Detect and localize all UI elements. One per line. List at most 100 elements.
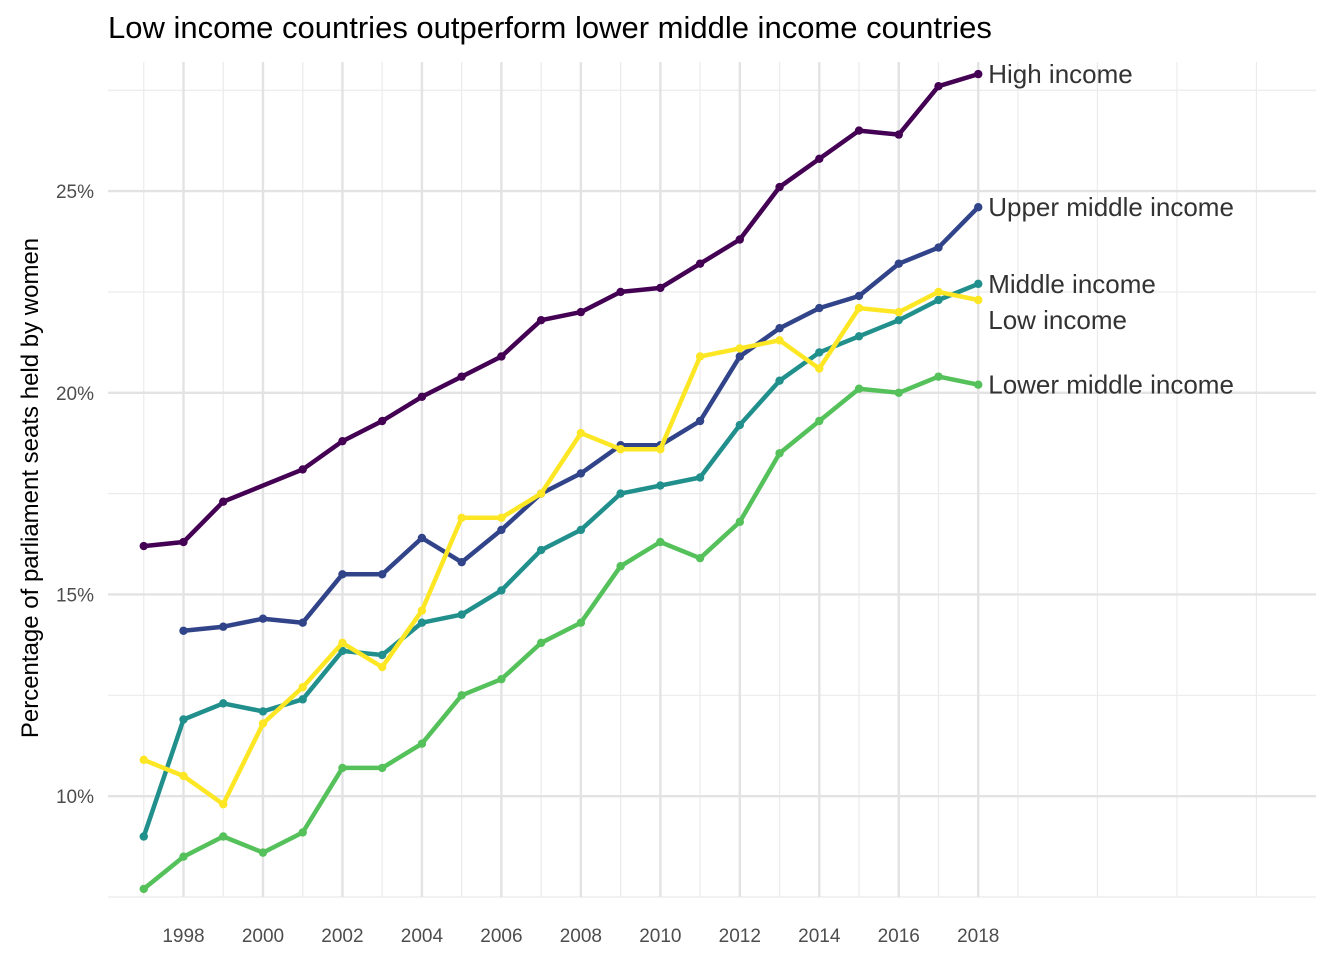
data-point (377, 662, 387, 672)
data-point (258, 719, 268, 728)
data-point (735, 344, 745, 353)
series-line (141, 289, 981, 807)
data-point (576, 618, 586, 627)
data-point (934, 243, 943, 252)
data-point (377, 650, 387, 660)
x-tick-label: 2016 (878, 926, 920, 947)
y-axis-title: Percentage of parliament seats held by w… (17, 238, 44, 738)
series-end-label: Low income (988, 305, 1127, 335)
data-point (497, 513, 506, 523)
data-point (258, 848, 268, 857)
y-tick-label: 10% (56, 787, 94, 808)
data-point (219, 800, 228, 809)
data-point (377, 416, 387, 426)
data-point (815, 303, 824, 313)
data-point (815, 416, 824, 426)
data-point (457, 691, 466, 700)
data-point (854, 126, 864, 135)
data-point (536, 489, 546, 498)
x-tick-label: 2000 (242, 926, 284, 947)
x-tick-label: 2014 (798, 926, 841, 947)
data-point (536, 638, 546, 648)
series-middle-income (139, 279, 983, 841)
data-point (934, 82, 943, 91)
data-point (417, 606, 427, 615)
data-point (894, 315, 903, 325)
data-point (179, 852, 188, 861)
x-tick-label: 2010 (639, 926, 681, 947)
data-point (457, 372, 466, 381)
data-point (735, 235, 745, 244)
series-low-income (139, 287, 983, 809)
data-point (497, 586, 506, 595)
data-point (656, 481, 665, 490)
data-point (656, 283, 665, 293)
data-point (219, 622, 228, 631)
series-end-label: Lower middle income (988, 370, 1234, 400)
chart-title: Low income countries outperform lower mi… (108, 10, 992, 45)
data-point (338, 436, 347, 446)
data-point (219, 832, 228, 841)
data-point (417, 392, 427, 402)
data-point (536, 545, 546, 555)
data-point (457, 610, 466, 619)
data-point (338, 763, 347, 773)
data-point (974, 69, 983, 79)
data-point (377, 570, 387, 579)
y-tick-label: 20% (56, 384, 94, 405)
data-point (219, 699, 228, 708)
data-point (576, 469, 586, 478)
data-point (815, 154, 824, 164)
series-group (139, 69, 983, 894)
data-point (775, 336, 784, 345)
data-point (338, 638, 347, 648)
data-point (974, 279, 983, 289)
data-point (258, 614, 268, 623)
data-point (417, 739, 427, 748)
data-point (934, 287, 943, 297)
data-point (735, 352, 745, 361)
data-point (497, 674, 506, 684)
x-tick-label: 2004 (401, 926, 444, 947)
data-point (179, 626, 188, 635)
data-point (457, 513, 466, 523)
data-point (894, 259, 903, 268)
data-point (854, 291, 864, 301)
data-point (894, 130, 903, 139)
series-end-label: Upper middle income (988, 192, 1234, 222)
data-point (934, 295, 943, 305)
data-point (338, 646, 347, 656)
data-point (258, 707, 268, 716)
data-point (298, 828, 307, 837)
data-point (815, 364, 824, 373)
data-point (974, 295, 983, 305)
data-point (298, 695, 307, 704)
data-point (695, 352, 705, 361)
data-point (497, 352, 506, 361)
y-tick-label: 25% (56, 182, 94, 203)
data-point (377, 763, 387, 773)
data-point (298, 683, 307, 692)
data-point (656, 445, 665, 454)
series-end-label: High income (988, 59, 1133, 89)
data-point (695, 553, 705, 563)
data-point (576, 525, 586, 535)
data-point (139, 541, 148, 551)
data-point (775, 182, 784, 192)
y-tick-label: 15% (56, 585, 94, 606)
data-point (576, 428, 586, 438)
x-tick-label: 2012 (719, 926, 761, 947)
data-point (854, 384, 864, 393)
data-point (974, 380, 983, 389)
data-point (616, 287, 625, 297)
data-point (179, 537, 188, 547)
data-point (179, 771, 188, 781)
series-lower-middle-income (139, 372, 983, 894)
data-point (974, 203, 983, 212)
data-point (894, 388, 903, 397)
data-point (139, 832, 148, 841)
series-end-label: Middle income (988, 269, 1156, 299)
data-point (735, 420, 745, 430)
data-point (298, 618, 307, 627)
data-point (536, 315, 546, 325)
